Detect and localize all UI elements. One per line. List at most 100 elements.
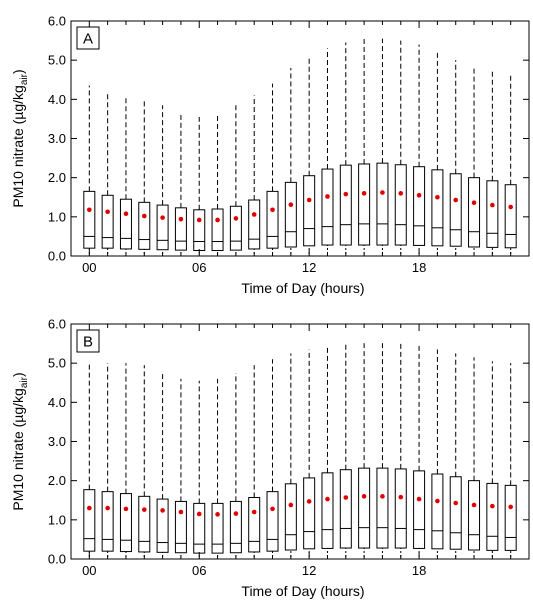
mean-point (398, 494, 404, 500)
box-iqr (468, 480, 481, 551)
box-hour-23 (504, 73, 517, 255)
box-iqr (193, 502, 206, 554)
box-iqr (486, 180, 499, 248)
box-hour-22 (486, 69, 499, 255)
mean-point (361, 494, 367, 499)
mean-point (380, 494, 385, 499)
y-tick-label: 4.0 (48, 395, 66, 410)
box-iqr (211, 502, 224, 554)
box-iqr (101, 491, 114, 552)
box-iqr (193, 209, 206, 252)
box-hour-2 (119, 363, 132, 558)
x-tick-label: 18 (412, 260, 426, 275)
mean-point (435, 498, 440, 504)
box-hour-21 (468, 357, 481, 558)
box-iqr (321, 472, 334, 549)
box-iqr (394, 164, 407, 246)
mean-point (251, 509, 257, 515)
box-iqr (119, 493, 132, 553)
box-hour-1 (101, 363, 114, 558)
box-iqr (303, 477, 316, 550)
box-iqr (339, 164, 352, 246)
box-iqr (358, 163, 371, 246)
box-hour-2 (119, 95, 132, 255)
box-iqr (431, 473, 444, 550)
mean-point (178, 509, 184, 515)
box-hour-13 (321, 48, 334, 255)
box-iqr (284, 181, 297, 248)
mean-point (160, 508, 165, 513)
box-iqr (138, 201, 151, 250)
mean-point (233, 216, 239, 221)
box-hour-20 (449, 60, 462, 255)
panel-label: B (83, 334, 93, 351)
y-axis-title-main: PM10 nitrate (µg/kg (10, 388, 26, 510)
mean-point (160, 215, 165, 220)
box-hour-17 (394, 40, 407, 255)
mean-point (105, 209, 110, 215)
mean-point (251, 212, 257, 217)
box-iqr (138, 495, 151, 553)
box-hour-18 (413, 44, 426, 255)
box-hour-14 (339, 343, 352, 558)
box-iqr (156, 204, 169, 251)
box-hour-23 (504, 363, 517, 558)
y-axis-title-main: PM10 nitrate (µg/kg (10, 85, 26, 207)
mean-point (380, 190, 385, 195)
box-hour-21 (468, 66, 481, 255)
x-tick-label: 06 (192, 563, 206, 578)
box-iqr (449, 173, 462, 247)
mean-point (141, 213, 147, 219)
y-tick-label: 5.0 (48, 53, 66, 68)
y-axis-title-close: ) (10, 69, 26, 74)
box-hour-16 (376, 341, 389, 558)
box-hour-10 (266, 359, 279, 558)
y-axis-title: PM10 nitrate (µg/kgair) (10, 69, 30, 207)
mean-point (141, 507, 147, 512)
box-iqr (211, 208, 224, 252)
mean-point (398, 191, 404, 196)
mean-point (490, 202, 495, 208)
box-hour-8 (229, 105, 242, 255)
y-tick-label: 3.0 (48, 434, 66, 449)
box-iqr (468, 177, 481, 248)
box-hour-13 (321, 345, 334, 558)
mean-point (87, 505, 92, 511)
chart-panel-b: 0.0 1.0 2.0 3.0 4.0 5.0 6.0 00 06 12 18 B Time of Da… (10, 317, 530, 599)
mean-point (87, 207, 92, 213)
mean-point (105, 505, 110, 511)
box-hour-1 (101, 91, 114, 255)
y-tick-label: 5.0 (48, 356, 66, 371)
mean-point (343, 191, 349, 197)
box-iqr (486, 482, 499, 551)
mean-point (123, 211, 129, 216)
box-iqr (156, 498, 169, 553)
box-iqr (303, 175, 316, 247)
y-tick-label: 3.0 (48, 131, 66, 146)
mean-point (196, 511, 202, 517)
y-tick-label: 1.0 (48, 512, 66, 527)
x-tick-label: 06 (192, 260, 206, 275)
mean-point (508, 504, 513, 510)
mean-point (215, 512, 220, 517)
y-axis-title-subscript: air (19, 73, 30, 85)
box-hour-9 (248, 95, 261, 255)
mean-point (471, 200, 477, 206)
box-iqr (83, 489, 96, 552)
chart-panel-a: 0.0 1.0 2.0 3.0 4.0 5.0 6.0 00 06 12 18 A Time of Da… (10, 14, 530, 296)
box-hour-11 (284, 353, 297, 558)
mean-point (435, 194, 440, 200)
box-iqr (248, 497, 261, 553)
mean-point (288, 202, 294, 207)
mean-point (178, 216, 184, 222)
box-hour-8 (229, 372, 242, 558)
x-axis-title: Time of Day (hours) (241, 583, 364, 599)
mean-point (453, 197, 459, 203)
y-tick-label: 0.0 (48, 249, 66, 264)
mean-point (343, 495, 349, 500)
box-iqr (174, 500, 187, 554)
box-hour-14 (339, 42, 352, 255)
box-iqr (284, 483, 297, 551)
panel-label-box (76, 329, 100, 353)
